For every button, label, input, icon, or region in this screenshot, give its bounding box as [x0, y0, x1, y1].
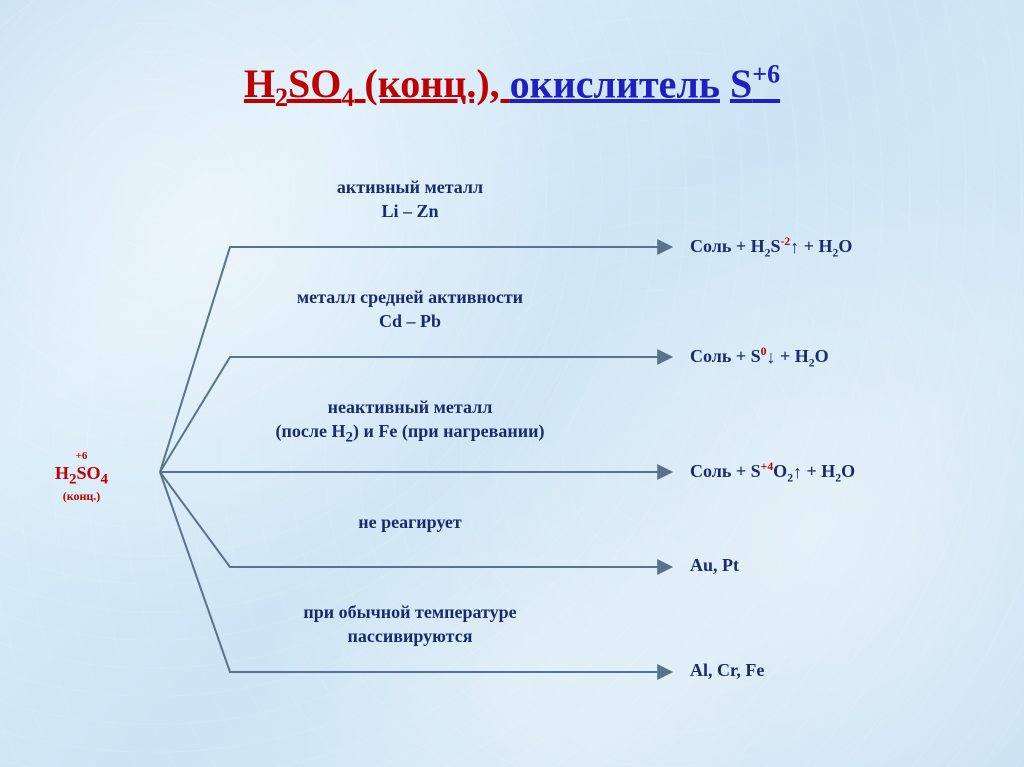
reagent-oxstate: +6	[55, 450, 108, 463]
branch-product-2: Соль + S+4O2↑ + H2O	[690, 460, 855, 485]
reagent-formula: H2SO4	[55, 463, 108, 489]
branch-product-1: Соль + S0↓ + H2O	[690, 345, 829, 370]
page-title: H2SO4 (конц.), окислитель S+6	[0, 60, 1024, 113]
title-formula: H2SO4 (конц.),	[244, 61, 510, 106]
branch-label-2: неактивный металл(после H2) и Fe (при на…	[230, 395, 590, 448]
title-oxidizer: окислитель	[510, 61, 720, 106]
branch-product-4: Al, Cr, Fe	[690, 660, 764, 681]
reagent-konts: (конц.)	[55, 489, 108, 503]
reagent-label: +6 H2SO4 (конц.)	[55, 450, 108, 503]
branch-product-3: Au, Pt	[690, 555, 739, 576]
branch-label-4: при обычной температурепассивируются	[230, 600, 590, 649]
branch-product-0: Соль + H2S-2↑ + H2O	[690, 235, 852, 260]
background-texture	[0, 0, 1024, 767]
title-s6: S+6	[730, 61, 780, 106]
branch-label-0: активный металлLi – Zn	[230, 175, 590, 224]
branch-label-3: не реагирует	[230, 510, 590, 534]
branch-label-1: металл средней активностиCd – Pb	[230, 285, 590, 334]
